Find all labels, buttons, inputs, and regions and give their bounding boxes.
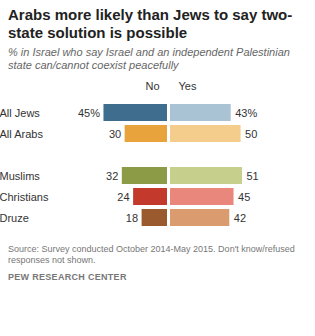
html-text:Source: Survey conducted Octob: Source: Survey conducted October 2014-Ma… — [8, 244, 295, 265]
svg-text:Christians: Christians — [0, 191, 49, 203]
html-text:PEW RESEARCH CENTER: PEW RESEARCH CENTER — [8, 272, 127, 282]
svg-text:30: 30 — [109, 128, 121, 140]
svg-text:43%: 43% — [235, 107, 257, 119]
html-text:% in Israel who say Israel and: % in Israel who say Israel and an indepe… — [8, 46, 290, 71]
html-text:Arabs more likely than Jews to: Arabs more likely than Jews to say two-s… — [8, 6, 293, 41]
svg-text:24: 24 — [117, 191, 129, 203]
svg-text:All Arabs: All Arabs — [0, 128, 43, 140]
svg-text:Muslims: Muslims — [0, 170, 40, 182]
svg-text:50: 50 — [245, 128, 257, 140]
svg-text:All Jews: All Jews — [0, 107, 40, 119]
svg-text:42: 42 — [234, 212, 246, 224]
svg-text:Yes: Yes — [179, 80, 197, 92]
svg-text:Druze: Druze — [0, 212, 29, 224]
svg-text:51: 51 — [247, 170, 259, 182]
svg-text:32: 32 — [106, 170, 118, 182]
svg-text:45: 45 — [238, 191, 250, 203]
svg-text:45%: 45% — [78, 107, 100, 119]
svg-text:18: 18 — [126, 212, 138, 224]
svg-text:No: No — [145, 80, 159, 92]
